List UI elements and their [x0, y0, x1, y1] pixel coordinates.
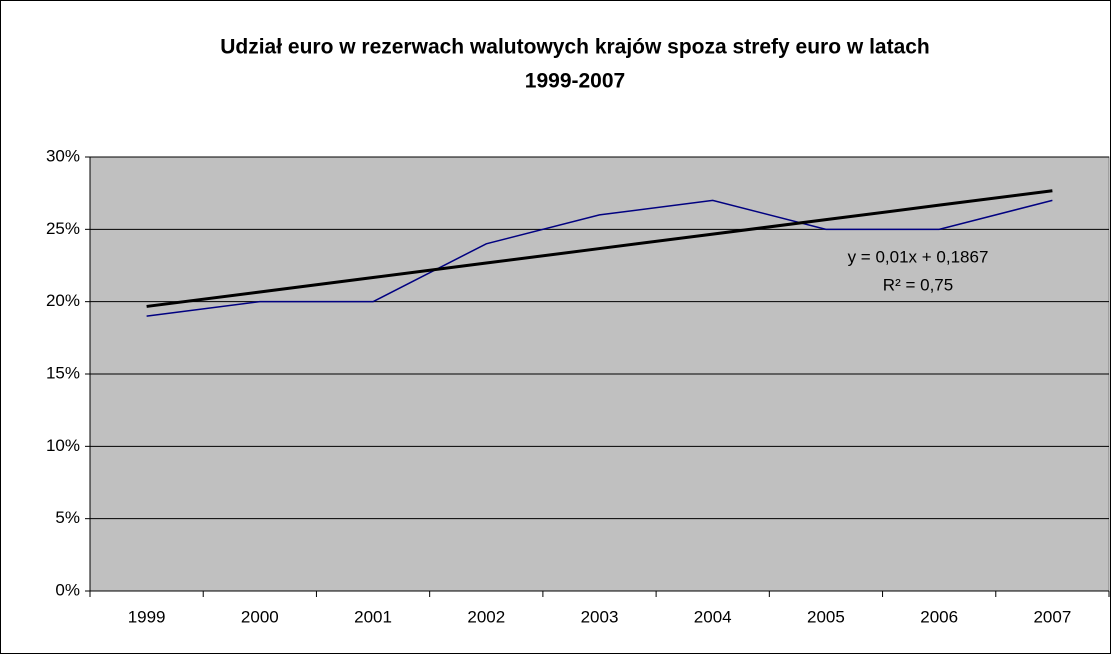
x-tick-label: 2005	[807, 607, 845, 626]
y-tick-label: 30%	[46, 146, 80, 165]
trend-r-squared: R² = 0,75	[883, 275, 953, 294]
x-tick-label: 2002	[467, 607, 505, 626]
x-tick-label: 2004	[694, 607, 732, 626]
y-tick-label: 10%	[46, 436, 80, 455]
trend-equation: y = 0,01x + 0,1867	[848, 247, 989, 266]
y-tick-label: 5%	[55, 508, 80, 527]
chart-title: 1999-2007	[525, 70, 625, 93]
x-tick-label: 2007	[1033, 607, 1071, 626]
x-tick-label: 2000	[241, 607, 279, 626]
x-tick-label: 2006	[920, 607, 958, 626]
y-tick-label: 15%	[46, 363, 80, 382]
x-tick-label: 2003	[581, 607, 619, 626]
y-tick-label: 0%	[55, 580, 80, 599]
y-tick-label: 20%	[46, 291, 80, 310]
x-tick-label: 2001	[354, 607, 392, 626]
chart-title: Udział euro w rezerwach walutowych krajó…	[220, 36, 930, 59]
y-tick-label: 25%	[46, 219, 80, 238]
trend-line	[146, 189, 1053, 308]
x-tick-label: 1999	[128, 607, 166, 626]
data-line	[146, 199, 1053, 317]
